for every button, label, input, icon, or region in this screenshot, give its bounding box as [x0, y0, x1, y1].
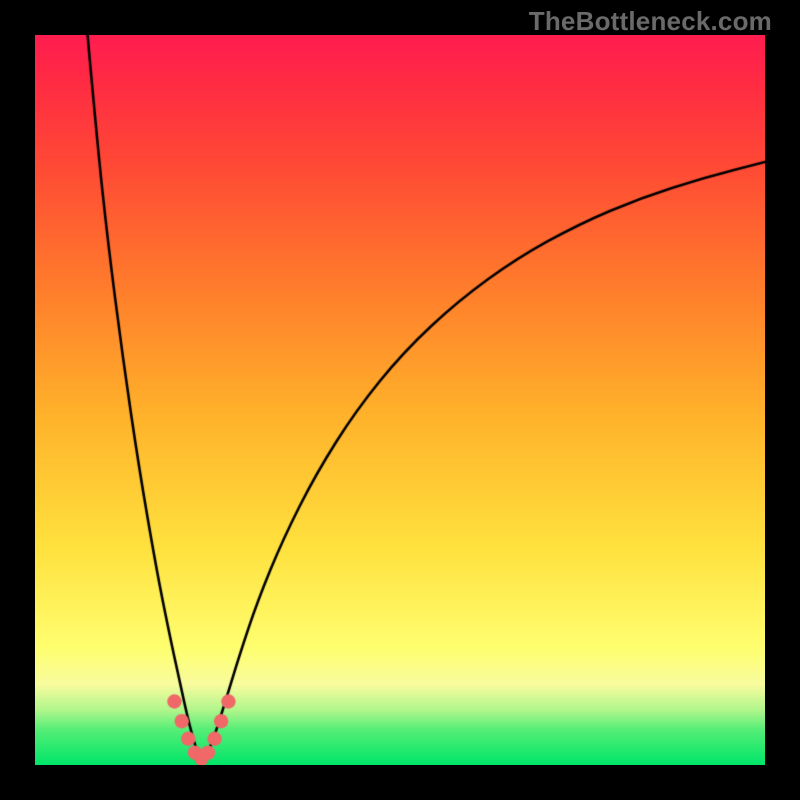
- plot-canvas: [35, 35, 765, 765]
- bottleneck-chart-figure: TheBottleneck.com: [0, 0, 800, 800]
- watermark-label: TheBottleneck.com: [529, 6, 772, 37]
- plot-area: [35, 35, 765, 765]
